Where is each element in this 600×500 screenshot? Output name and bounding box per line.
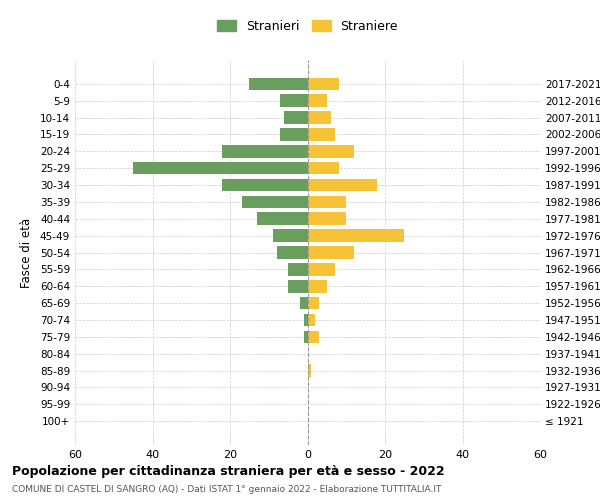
Bar	[308, 145, 354, 158]
Legend: Stranieri, Straniere: Stranieri, Straniere	[213, 16, 402, 36]
Bar	[308, 111, 331, 124]
Bar	[308, 162, 338, 174]
Bar	[242, 196, 308, 208]
Bar	[308, 297, 319, 310]
Bar	[222, 145, 308, 158]
Bar	[308, 78, 338, 90]
Bar	[280, 128, 308, 141]
Bar	[308, 280, 327, 292]
Bar	[304, 314, 308, 326]
Bar	[308, 230, 404, 242]
Bar	[257, 212, 308, 225]
Bar	[133, 162, 308, 174]
Bar	[280, 94, 308, 107]
Bar	[308, 178, 377, 192]
Bar	[277, 246, 308, 259]
Bar	[288, 280, 308, 292]
Bar	[304, 330, 308, 343]
Bar	[272, 230, 308, 242]
Bar	[308, 364, 311, 377]
Bar	[308, 128, 335, 141]
Y-axis label: Fasce di età: Fasce di età	[20, 218, 33, 288]
Bar	[250, 78, 308, 90]
Text: COMUNE DI CASTEL DI SANGRO (AQ) - Dati ISTAT 1° gennaio 2022 - Elaborazione TUTT: COMUNE DI CASTEL DI SANGRO (AQ) - Dati I…	[12, 485, 442, 494]
Bar	[308, 330, 319, 343]
Bar	[308, 212, 346, 225]
Bar	[222, 178, 308, 192]
Bar	[308, 196, 346, 208]
Bar	[284, 111, 308, 124]
Bar	[308, 94, 327, 107]
Bar	[300, 297, 308, 310]
Bar	[288, 263, 308, 276]
Bar	[308, 246, 354, 259]
Text: Popolazione per cittadinanza straniera per età e sesso - 2022: Popolazione per cittadinanza straniera p…	[12, 465, 445, 478]
Bar	[308, 314, 315, 326]
Bar	[308, 263, 335, 276]
